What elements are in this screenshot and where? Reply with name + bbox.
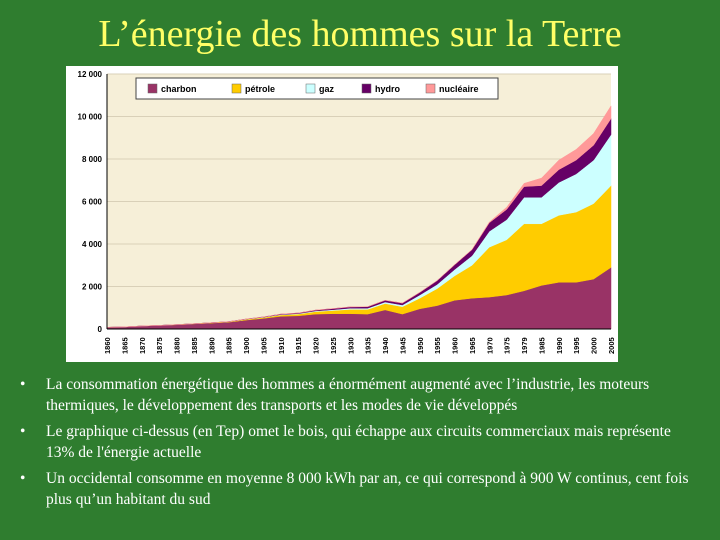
x-tick-label: 1865 <box>120 337 129 354</box>
legend-label: gaz <box>319 84 335 94</box>
x-tick-label: 1885 <box>190 337 199 354</box>
x-tick-label: 2000 <box>590 337 599 354</box>
y-tick-label: 8 000 <box>82 155 103 164</box>
y-tick-label: 12 000 <box>78 70 103 79</box>
x-tick-label: 2005 <box>607 337 616 354</box>
bullet-item-1: • La consommation énergétique des hommes … <box>20 374 700 416</box>
bullet-item-2: • Le graphique ci-dessus (en Tep) omet le… <box>20 421 700 463</box>
legend-box <box>135 77 499 100</box>
y-tick-label: 4 000 <box>82 240 103 249</box>
legend-label: charbon <box>161 84 197 94</box>
x-tick-label: 1975 <box>503 337 512 354</box>
x-tick-label: 1905 <box>259 337 268 354</box>
legend-label: nucléaire <box>439 84 479 94</box>
legend-swatch <box>147 83 158 94</box>
x-tick-label: 1915 <box>294 337 303 354</box>
gridlines <box>107 73 611 287</box>
legend-swatch <box>425 83 436 94</box>
x-tick-label: 1920 <box>312 337 321 354</box>
y-tick-label: 0 <box>98 325 103 334</box>
legend-swatch <box>361 83 372 94</box>
axes: 0 2 000 4 000 6 000 8 000 10 000 12 000 1860 186… <box>78 70 616 354</box>
x-tick-label: 1870 <box>138 337 147 354</box>
x-tick-label: 1895 <box>225 337 234 354</box>
bullet-dot: • <box>20 376 26 393</box>
x-tick-label: 1910 <box>277 337 286 354</box>
legend-label: hydro <box>375 84 401 94</box>
legend-swatch <box>231 83 242 94</box>
x-tick-label: 1935 <box>364 337 373 354</box>
x-tick-label: 1880 <box>173 337 182 354</box>
x-tick-label: 1950 <box>416 337 425 354</box>
bullet-text: La consommation énergétique des hommes a… <box>46 376 650 414</box>
y-tick-label: 6 000 <box>82 198 103 207</box>
x-tick-label: 1890 <box>207 337 216 354</box>
legend-swatch <box>305 83 316 94</box>
x-tick-label: 1960 <box>451 337 460 354</box>
bullet-item-3: • Un occidental consomme en moyenne 8 000… <box>20 468 700 510</box>
x-tick-label: 1965 <box>468 337 477 354</box>
bullet-list: • La consommation énergétique des hommes … <box>20 374 700 515</box>
x-tick-label: 1900 <box>242 337 251 354</box>
x-tick-label: 1945 <box>398 337 407 354</box>
legend: charbon pétrole gaz hydro nucléaire <box>135 77 499 100</box>
chart-panel: 0 2 000 4 000 6 000 8 000 10 000 12 000 1860 186… <box>66 66 618 362</box>
bullet-text: Le graphique ci-dessus (en Tep) omet le … <box>46 423 671 461</box>
area-nucleaire <box>106 105 612 328</box>
y-tick-label: 10 000 <box>78 113 103 122</box>
x-tick-label: 1979 <box>520 337 529 354</box>
x-tick-label: 1990 <box>555 337 564 354</box>
x-tick-label: 1875 <box>155 337 164 354</box>
bullet-dot: • <box>20 470 26 487</box>
x-tick-label: 1985 <box>537 337 546 354</box>
y-tick-label: 2 000 <box>82 283 103 292</box>
bullet-text: Un occidental consomme en moyenne 8 000 … <box>46 470 689 508</box>
x-tick-label: 1930 <box>346 337 355 354</box>
legend-label: pétrole <box>245 84 275 94</box>
x-tick-label: 1860 <box>103 337 112 354</box>
x-tick-label: 1940 <box>381 337 390 354</box>
x-tick-label: 1955 <box>433 337 442 354</box>
x-tick-label: 1995 <box>572 337 581 354</box>
bullet-dot: • <box>20 423 26 440</box>
x-tick-label: 1925 <box>329 337 338 354</box>
energy-stacked-area-chart: 0 2 000 4 000 6 000 8 000 10 000 12 000 1860 186… <box>78 70 616 354</box>
slide-title: L’énergie des hommes sur la Terre <box>98 13 622 55</box>
x-tick-label: 1970 <box>485 337 494 354</box>
